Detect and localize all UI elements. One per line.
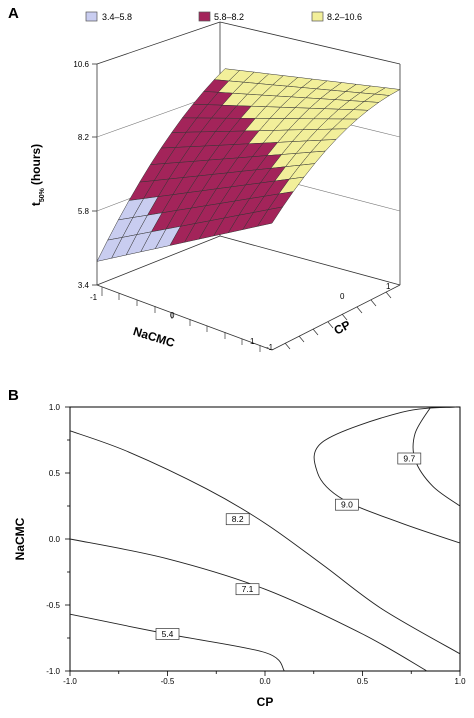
contour-label-box bbox=[397, 452, 422, 465]
y-tick-label: 1.0 bbox=[49, 403, 61, 412]
panel-label-b: B bbox=[8, 387, 19, 404]
z-axis: 3.4 5.8 8.2 10.6 bbox=[73, 60, 97, 290]
cp-axis bbox=[284, 291, 392, 350]
z-tick-label: 3.4 bbox=[78, 281, 90, 290]
contour-label: 9.7 bbox=[403, 454, 415, 464]
x-tick-label: -1.0 bbox=[63, 677, 77, 686]
surface-chart: A 3.4–5.8 5.8–8.2 8.2–10.6 3.4 5.8 bbox=[8, 5, 401, 352]
contour-line bbox=[69, 538, 428, 672]
contour-label-box bbox=[335, 498, 359, 511]
cp-tick-label: 0 bbox=[340, 292, 345, 301]
contour-label-box bbox=[235, 583, 260, 596]
y-axis-title: NaCMC bbox=[13, 517, 27, 560]
plot-frame bbox=[69, 406, 461, 672]
cp-tick-label: -1 bbox=[266, 343, 274, 352]
x-tick-label: 0.5 bbox=[357, 677, 369, 686]
x-tick-label: -0.5 bbox=[161, 677, 175, 686]
z-tick-label: 5.8 bbox=[78, 207, 90, 216]
x-tick-label: 1.0 bbox=[454, 677, 466, 686]
x-tick-label: 0.0 bbox=[259, 677, 271, 686]
contour-label: 8.2 bbox=[232, 514, 244, 524]
contour-label: 5.4 bbox=[162, 629, 174, 639]
legend: 3.4–5.8 5.8–8.2 8.2–10.6 bbox=[85, 11, 362, 22]
legend-label-low: 3.4–5.8 bbox=[102, 12, 132, 22]
y-tick-label: -1.0 bbox=[46, 667, 60, 676]
contour-line bbox=[69, 430, 461, 655]
contour-label: 9.0 bbox=[341, 500, 353, 510]
legend-swatch-mid bbox=[198, 11, 211, 22]
contour-label: 7.1 bbox=[242, 584, 254, 594]
contour-label-box bbox=[225, 513, 250, 526]
y-tick-label: 0.0 bbox=[49, 535, 61, 544]
contour-line bbox=[313, 406, 461, 544]
panel-label-a: A bbox=[8, 5, 19, 22]
surface bbox=[96, 68, 401, 262]
nacmc-axis-title: NaCMC bbox=[131, 324, 176, 350]
z-axis-title: t50%(hours) bbox=[29, 144, 46, 206]
box-frame bbox=[96, 21, 401, 351]
y-tick-label: -0.5 bbox=[46, 601, 60, 610]
nacmc-tick-label: 0 bbox=[170, 311, 175, 320]
z-tick-label: 10.6 bbox=[73, 60, 89, 69]
y-tick-label: 0.5 bbox=[49, 469, 61, 478]
contour-label-box bbox=[155, 628, 180, 640]
cp-axis-title: CP bbox=[332, 318, 353, 338]
contour-labels: 5.4 7.1 8.2 9.0 9.7 bbox=[155, 452, 422, 640]
legend-label-high: 8.2–10.6 bbox=[327, 12, 362, 22]
cp-tick-label: 1 bbox=[386, 282, 391, 291]
nacmc-axis bbox=[101, 287, 261, 352]
contour-line bbox=[69, 613, 285, 672]
z-tick-label: 8.2 bbox=[78, 133, 90, 142]
legend-swatch-high bbox=[311, 11, 324, 22]
nacmc-tick-label: 1 bbox=[250, 337, 255, 346]
contours bbox=[69, 406, 461, 672]
legend-label-mid: 5.8–8.2 bbox=[214, 12, 244, 22]
axis-ticks bbox=[65, 406, 461, 676]
surface-cell bbox=[256, 206, 284, 227]
legend-swatch-low bbox=[85, 11, 98, 22]
nacmc-tick-label: -1 bbox=[90, 293, 98, 302]
x-axis-title: CP bbox=[257, 695, 274, 709]
contour-chart: B 5.47.18.29.09.7 -1.0 -0.5 0.0 0.5 1.0 … bbox=[8, 387, 466, 709]
